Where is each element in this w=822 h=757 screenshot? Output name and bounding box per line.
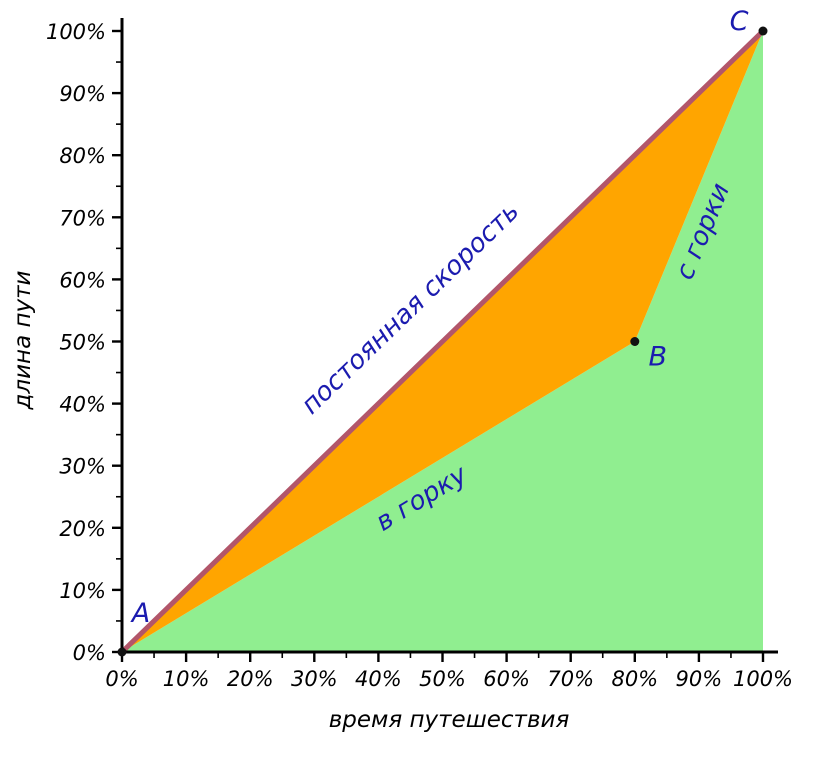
point-B [630,337,640,346]
chart-lines [119,28,766,655]
x-tick-label: 30% [291,667,338,691]
y-tick-label: 40% [59,393,106,417]
y-tick-label: 60% [59,268,106,292]
point-label-C: C [730,6,749,37]
x-tick-label: 70% [547,667,594,691]
x-tick-label: 80% [611,667,658,691]
chart-points [117,26,768,657]
x-tick-label: 90% [676,667,723,691]
y-tick-label: 100% [46,20,106,44]
y-tick-label: 20% [59,517,106,541]
point-C [758,26,768,36]
x-tick-label: 10% [163,667,210,691]
y-tick-label: 10% [59,579,106,603]
constant-speed-line [119,28,766,655]
area-below-journey-path [122,31,763,652]
x-tick-label: 40% [355,667,402,691]
point-label-B: B [649,342,668,373]
y-tick-label: 70% [59,206,106,230]
y-tick-label: 0% [73,641,106,665]
x-tick-label: 50% [419,667,466,691]
x-axis-title: время путешествия [329,707,570,733]
point-label-A: A [130,598,150,629]
y-tick-label: 80% [59,144,106,168]
point-A [117,647,127,657]
y-tick-label: 50% [59,331,106,355]
y-tick-label: 90% [59,82,106,106]
y-axis-title: длина пути [10,270,36,410]
x-tick-label: 20% [227,667,274,691]
x-tick-label: 100% [733,667,793,691]
y-tick-label: 30% [59,455,106,479]
chart-tick-labels: 0% 10% 20% 30% 40% 50% 60% 70% 80% 90% 100% 0% 10% 20… [46,20,793,691]
chart-ticks [112,29,765,662]
x-tick-label: 60% [483,667,530,691]
x-tick-label: 0% [105,667,138,691]
